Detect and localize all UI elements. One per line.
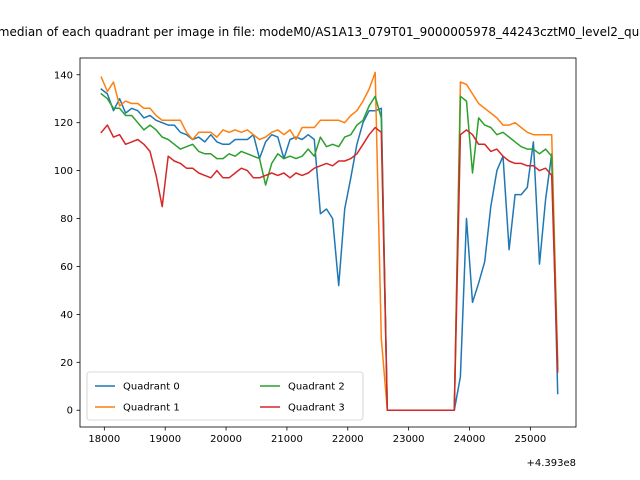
y-tick-label: 40 bbox=[60, 310, 73, 321]
x-tick-label: 21000 bbox=[271, 434, 303, 445]
legend: Quadrant 0 Quadrant 1 Quadrant 2 Quadrant 3 bbox=[86, 371, 364, 421]
legend-label-quadrant-2: Quadrant 2 bbox=[288, 382, 345, 393]
legend-label-quadrant-3: Quadrant 3 bbox=[288, 403, 345, 414]
legend-label-quadrant-1: Quadrant 1 bbox=[123, 403, 180, 414]
y-tick-label: 80 bbox=[60, 214, 73, 225]
y-tick-label: 60 bbox=[60, 262, 73, 273]
plot-series bbox=[100, 71, 559, 411]
legend-label-quadrant-0: Quadrant 0 bbox=[123, 382, 180, 393]
series-line-quadrant-2 bbox=[100, 92, 559, 411]
y-tick-label: 140 bbox=[54, 70, 73, 81]
chart-title: Plotting the median of each quadrant per… bbox=[0, 25, 640, 39]
plot-frame bbox=[79, 57, 577, 428]
y-tick-label: 0 bbox=[67, 406, 73, 417]
x-tick-label: 20000 bbox=[210, 434, 242, 445]
y-tick-label: 120 bbox=[54, 118, 73, 129]
x-tick-label: 19000 bbox=[149, 434, 181, 445]
x-tick-label: 25000 bbox=[514, 434, 546, 445]
y-tick-label: 20 bbox=[60, 358, 73, 369]
x-tick-label: 23000 bbox=[393, 434, 425, 445]
x-tick-label: 18000 bbox=[88, 434, 120, 445]
axes: 18000 19000 20000 21000 22000 23000 24000 25000… bbox=[54, 57, 577, 445]
x-axis-offset-label: +4.393e8 bbox=[526, 458, 576, 469]
y-tick-label: 100 bbox=[54, 166, 73, 177]
x-tick-label: 22000 bbox=[332, 434, 364, 445]
series-line-quadrant-1 bbox=[100, 71, 559, 411]
x-tick-label: 24000 bbox=[454, 434, 486, 445]
series-line-quadrant-3 bbox=[100, 124, 559, 411]
legend-box bbox=[86, 371, 364, 421]
series-line-quadrant-0 bbox=[100, 88, 559, 411]
